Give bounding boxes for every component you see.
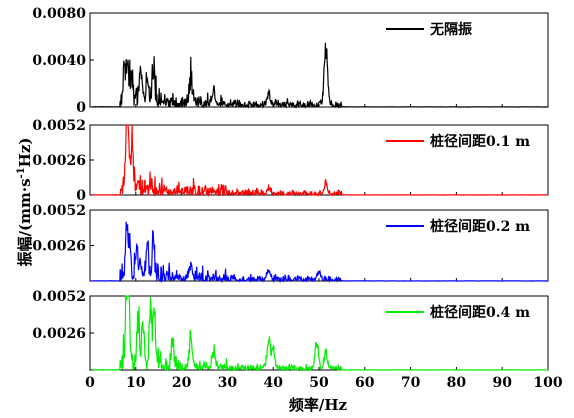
y-tick-label: 0 — [76, 188, 86, 204]
panel-1: 0 0.0040 0.0080 无隔振 — [32, 6, 549, 116]
x-axis-label: 频率/Hz — [289, 396, 348, 414]
y-tick-label: 0.0052 — [32, 118, 86, 134]
legend-label: 桩径间距0.2 m — [430, 218, 530, 235]
x-tick-label: 100 — [533, 375, 562, 391]
y-tick-label: 0.0026 — [32, 153, 86, 169]
x-tick-label: 0 — [85, 375, 95, 391]
y-axis-label-superscript: -1 — [16, 167, 27, 178]
panel-2: 0 0.0026 0.0052 桩径间距0.1 m — [32, 118, 549, 204]
y-tick-label: 0.0026 — [32, 326, 86, 342]
y-tick-label: 0.0040 — [32, 53, 86, 69]
x-tick-label: 60 — [355, 375, 375, 391]
y-axis-label: 振幅/(mm·s-1Hz) — [16, 138, 34, 267]
x-tick-label: 30 — [218, 375, 238, 391]
x-tick-label: 80 — [447, 375, 467, 391]
y-tick-label: 0.0052 — [32, 289, 86, 305]
x-axis: 0 10 20 30 40 50 60 70 80 90 100 — [85, 375, 563, 391]
series-line — [92, 295, 549, 372]
y-axis-label-main: 振幅/(mm·s — [16, 178, 34, 266]
x-tick-label: 50 — [309, 375, 329, 391]
x-tick-label: 10 — [126, 375, 146, 391]
series-line — [92, 42, 549, 110]
y-tick-label: 0.0026 — [32, 239, 86, 255]
x-tick-label: 90 — [492, 375, 512, 391]
legend-label: 桩径间距0.1 m — [430, 133, 530, 150]
x-tick-label: 70 — [401, 375, 421, 391]
y-tick-label: 0 — [76, 100, 86, 116]
panel-3: 0.0026 0.0052 桩径间距0.2 m — [32, 203, 549, 284]
y-tick-label: 0.0052 — [32, 203, 86, 219]
x-tick-label: 40 — [263, 375, 283, 391]
legend-label: 桩径间距0.4 m — [430, 304, 530, 321]
panels-layer: 0 0.0040 0.0080 无隔振 0 0.0026 0.0052 桩径间距0.1 m 0.… — [32, 6, 549, 372]
series-line — [92, 124, 549, 198]
x-tick-label: 20 — [172, 375, 192, 391]
y-axis-label-tail: Hz) — [16, 138, 34, 168]
series-line — [92, 221, 549, 284]
y-tick-label: 0.0080 — [32, 6, 86, 22]
panel-4: 0.0026 0.0052 桩径间距0.4 m — [32, 289, 549, 372]
legend-label: 无隔振 — [429, 21, 472, 38]
